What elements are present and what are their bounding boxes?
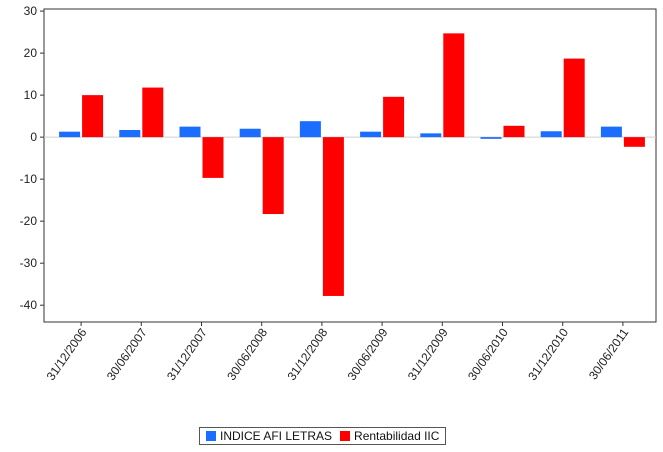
- bar-rentabilidad-iic-9: [563, 58, 585, 138]
- y-tick-label: -10: [20, 172, 38, 186]
- bar-indice-afi-letras-1: [59, 131, 81, 138]
- bar-rentabilidad-iic-1: [82, 95, 104, 138]
- x-axis: 31/12/2006 30/06/2007 31/12/2007 30/06/2008…: [44, 322, 632, 383]
- legend-swatch-red: [340, 431, 351, 441]
- bar-indice-afi-letras-8: [480, 137, 502, 139]
- bar-rentabilidad-iic-8: [503, 125, 525, 138]
- bar-indice-afi-letras-2: [119, 129, 141, 138]
- legend-label: Rentabilidad IIC: [354, 429, 440, 443]
- x-category-label: 30/06/2007: [104, 325, 150, 382]
- y-tick-label: -40: [20, 298, 38, 312]
- bar-indice-afi-letras-9: [540, 131, 562, 138]
- y-axis: 30 20 10 0 -10 -20 -30 -40: [20, 4, 44, 312]
- legend-swatch-blue: [206, 431, 216, 441]
- bar-indice-afi-letras-10: [600, 126, 622, 138]
- legend-item-rentabilidad-iic: Rentabilidad IIC: [340, 429, 439, 443]
- x-category-label: 31/12/2006: [44, 325, 90, 382]
- bar-rentabilidad-iic-3: [202, 137, 224, 178]
- x-category-label: 30/06/2011: [586, 325, 632, 382]
- legend-item-indice-afi-letras: INDICE AFI LETRAS: [206, 429, 332, 443]
- legend: INDICE AFI LETRAS Rentabilidad IIC: [199, 427, 447, 445]
- y-tick-label: -30: [20, 256, 38, 270]
- bar-rentabilidad-iic-5: [322, 137, 344, 296]
- x-category-label: 31/12/2010: [525, 325, 571, 382]
- y-tick-label: 20: [24, 46, 38, 60]
- bar-indice-afi-letras-3: [179, 126, 201, 138]
- bar-indice-afi-letras-6: [360, 131, 382, 138]
- bar-indice-afi-letras-5: [299, 121, 321, 138]
- x-category-label: 31/12/2009: [405, 325, 451, 382]
- y-tick-label: -20: [20, 214, 38, 228]
- bars-group: [59, 33, 645, 296]
- legend-label: INDICE AFI LETRAS: [220, 429, 333, 443]
- plot-area: [43, 8, 657, 323]
- y-tick-label: 10: [24, 88, 38, 102]
- x-category-label: 30/06/2008: [224, 325, 270, 382]
- y-tick-label: 30: [24, 4, 38, 18]
- x-category-label: 30/06/2009: [345, 325, 391, 382]
- x-category-label: 31/12/2007: [164, 325, 210, 382]
- x-category-label: 30/06/2010: [465, 325, 511, 382]
- x-category-label: 31/12/2008: [284, 325, 330, 382]
- bar-rentabilidad-iic-7: [443, 33, 465, 138]
- bar-indice-afi-letras-7: [420, 133, 442, 138]
- bar-rentabilidad-iic-2: [142, 87, 164, 138]
- bar-indice-afi-letras-4: [239, 128, 261, 138]
- bar-rentabilidad-iic-6: [383, 96, 405, 138]
- bar-rentabilidad-iic-10: [623, 137, 645, 147]
- bar-rentabilidad-iic-4: [262, 137, 284, 215]
- y-tick-label: 0: [30, 130, 37, 144]
